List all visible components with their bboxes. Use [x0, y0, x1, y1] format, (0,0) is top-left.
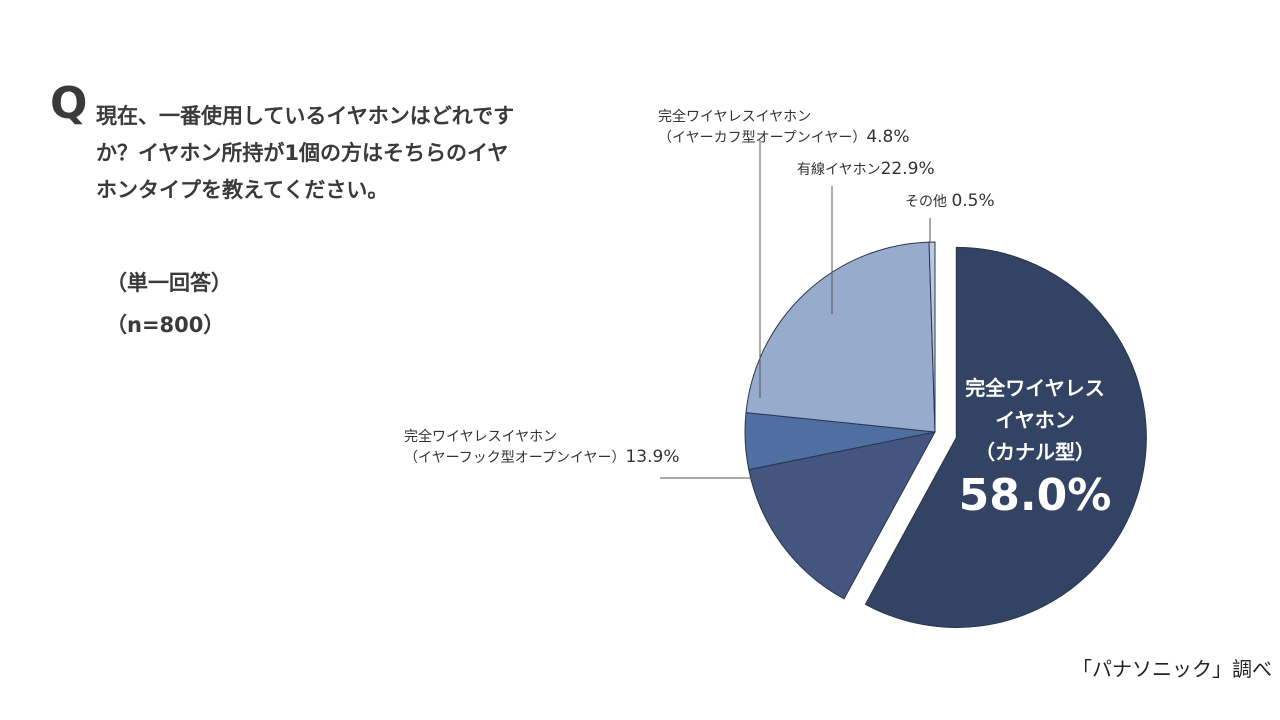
question-text: 現在、一番使用しているイヤホンはどれですか？イヤホン所持が1個の方はそちらのイヤ… [96, 104, 515, 202]
source-note: 「パナソニック」調べ [1072, 657, 1272, 681]
slice-ear-hook [748, 431, 936, 600]
label-canal-line1: 完全ワイヤレス [965, 376, 1105, 400]
answer-type: （単一回答） [106, 271, 232, 295]
label-canal: 完全ワイヤレス イヤホン （カナル型） [945, 372, 1125, 468]
label-earcuff-line1: 完全ワイヤレスイヤホン [658, 109, 812, 125]
label-canal-line2: イヤホン [995, 408, 1075, 432]
question-mark: Q [50, 78, 88, 129]
label-canal-line3: （カナル型） [975, 440, 1095, 464]
slice-other [928, 241, 936, 433]
label-other-pct: 0.5% [951, 191, 995, 211]
label-wired-pct: 22.9% [880, 159, 935, 179]
label-earcuff: 完全ワイヤレスイヤホン （イヤーカフ型オープンイヤー）4.8% [658, 108, 910, 148]
label-wired: 有線イヤホン22.9% [797, 158, 935, 180]
label-other: その他 0.5% [905, 190, 995, 212]
label-earcuff-line2: （イヤーカフ型オープンイヤー）4.8% [658, 126, 910, 148]
label-hook-name: （イヤーフック型オープンイヤー） [404, 450, 626, 467]
label-earcuff-name: （イヤーカフ型オープンイヤー） [658, 130, 867, 147]
label-hook: 完全ワイヤレスイヤホン （イヤーフック型オープンイヤー）13.9% [404, 428, 680, 468]
sample-size: （n=800） [106, 313, 225, 337]
slice-canal [864, 246, 1147, 628]
label-hook-line1: 完全ワイヤレスイヤホン [404, 429, 558, 445]
label-other-name: その他 [905, 194, 947, 210]
label-hook-pct: 13.9% [625, 447, 680, 468]
slice-wired [745, 241, 936, 433]
label-canal-pct: 58.0% [958, 470, 1112, 521]
label-wired-name: 有線イヤホン [797, 162, 881, 178]
label-hook-line2: （イヤーフック型オープンイヤー）13.9% [404, 446, 680, 468]
label-earcuff-pct: 4.8% [866, 127, 910, 148]
